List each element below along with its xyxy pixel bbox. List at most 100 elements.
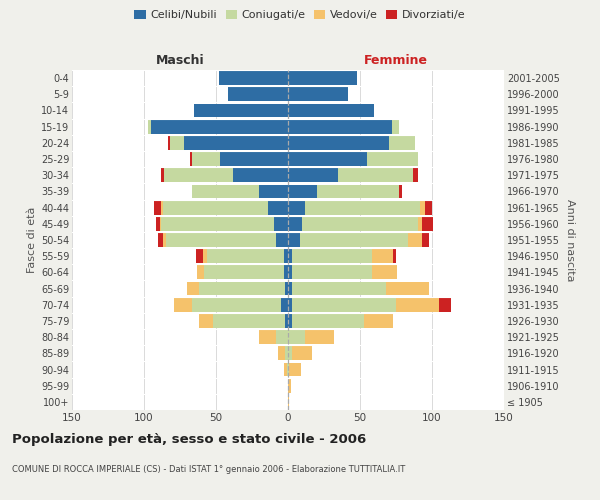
Bar: [285, 282, 288, 296]
Bar: [284, 362, 287, 376]
Bar: [396, 298, 439, 312]
Bar: [288, 168, 338, 182]
Bar: [277, 233, 288, 247]
Bar: [220, 152, 288, 166]
Bar: [151, 120, 288, 134]
Bar: [292, 298, 396, 312]
Bar: [213, 314, 285, 328]
Bar: [288, 200, 305, 214]
Bar: [191, 184, 259, 198]
Bar: [227, 88, 288, 101]
Bar: [277, 330, 288, 344]
Bar: [259, 330, 277, 344]
Bar: [288, 250, 292, 263]
Bar: [371, 266, 397, 280]
Bar: [281, 298, 288, 312]
Text: Popolazione per età, sesso e stato civile - 2006: Popolazione per età, sesso e stato civil…: [12, 432, 366, 446]
Bar: [169, 136, 170, 149]
Bar: [292, 266, 371, 280]
Bar: [164, 168, 233, 182]
Text: Maschi: Maschi: [155, 54, 205, 68]
Bar: [203, 250, 208, 263]
Bar: [155, 217, 160, 230]
Bar: [196, 250, 203, 263]
Bar: [389, 136, 415, 149]
Bar: [191, 298, 281, 312]
Bar: [422, 233, 429, 247]
Bar: [170, 136, 184, 149]
Bar: [288, 120, 392, 134]
Bar: [425, 200, 432, 214]
Bar: [285, 314, 288, 328]
Bar: [302, 217, 418, 230]
Bar: [413, 168, 418, 182]
Bar: [292, 250, 371, 263]
Bar: [422, 217, 433, 230]
Bar: [161, 217, 274, 230]
Bar: [288, 346, 292, 360]
Bar: [187, 282, 199, 296]
Bar: [184, 136, 288, 149]
Bar: [233, 168, 288, 182]
Bar: [197, 266, 205, 280]
Bar: [161, 168, 164, 182]
Bar: [161, 200, 163, 214]
Bar: [154, 200, 161, 214]
Bar: [163, 233, 166, 247]
Bar: [418, 217, 422, 230]
Bar: [160, 217, 161, 230]
Bar: [288, 379, 291, 392]
Bar: [367, 152, 418, 166]
Bar: [284, 250, 288, 263]
Bar: [278, 346, 285, 360]
Bar: [289, 362, 301, 376]
Bar: [199, 282, 285, 296]
Bar: [288, 282, 292, 296]
Bar: [288, 217, 302, 230]
Bar: [285, 346, 288, 360]
Bar: [274, 217, 288, 230]
Bar: [174, 298, 191, 312]
Bar: [288, 184, 317, 198]
Bar: [371, 250, 393, 263]
Bar: [288, 330, 305, 344]
Bar: [158, 233, 163, 247]
Bar: [288, 266, 292, 280]
Y-axis label: Fasce di età: Fasce di età: [26, 207, 37, 273]
Bar: [288, 395, 289, 409]
Bar: [194, 104, 288, 118]
Bar: [288, 104, 374, 118]
Text: COMUNE DI ROCCA IMPERIALE (CS) - Dati ISTAT 1° gennaio 2006 - Elaborazione TUTTI: COMUNE DI ROCCA IMPERIALE (CS) - Dati IS…: [12, 466, 405, 474]
Bar: [268, 200, 288, 214]
Bar: [284, 266, 288, 280]
Bar: [288, 88, 349, 101]
Bar: [305, 200, 421, 214]
Legend: Celibi/Nubili, Coniugati/e, Vedovi/e, Divorziati/e: Celibi/Nubili, Coniugati/e, Vedovi/e, Di…: [130, 6, 470, 25]
Bar: [399, 184, 402, 198]
Bar: [305, 330, 334, 344]
Bar: [288, 233, 299, 247]
Bar: [392, 120, 399, 134]
Bar: [299, 233, 407, 247]
Bar: [338, 168, 413, 182]
Bar: [288, 152, 367, 166]
Bar: [288, 71, 357, 85]
Bar: [439, 298, 451, 312]
Bar: [199, 314, 213, 328]
Bar: [219, 71, 288, 85]
Bar: [166, 233, 277, 247]
Bar: [393, 250, 396, 263]
Bar: [208, 250, 284, 263]
Bar: [287, 362, 288, 376]
Text: Femmine: Femmine: [364, 54, 428, 68]
Bar: [259, 184, 288, 198]
Bar: [364, 314, 393, 328]
Bar: [191, 152, 220, 166]
Bar: [317, 184, 399, 198]
Bar: [386, 282, 429, 296]
Bar: [421, 200, 425, 214]
Bar: [288, 298, 292, 312]
Bar: [190, 152, 191, 166]
Y-axis label: Anni di nascita: Anni di nascita: [565, 198, 575, 281]
Bar: [288, 136, 389, 149]
